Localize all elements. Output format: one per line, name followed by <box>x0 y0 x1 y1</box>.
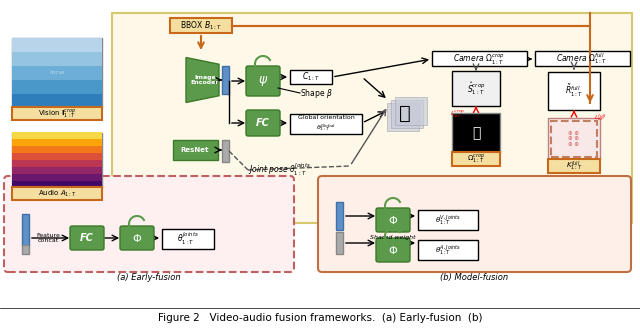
Text: 🐴: 🐴 <box>399 104 411 122</box>
Bar <box>12 66 102 80</box>
Bar <box>12 80 102 94</box>
Bar <box>12 146 102 153</box>
Bar <box>222 140 229 162</box>
FancyBboxPatch shape <box>4 176 294 272</box>
Bar <box>290 70 332 84</box>
Text: $\Phi$: $\Phi$ <box>388 214 398 226</box>
Text: Image
Encoder: Image Encoder <box>191 74 220 85</box>
Text: $\theta^{A,Joints}_{1:T}$: $\theta^{A,Joints}_{1:T}$ <box>435 243 461 256</box>
Text: Global orientation
$\theta^{Global}_{1:T}$: Global orientation $\theta^{Global}_{1:T… <box>298 115 355 133</box>
Bar <box>12 94 102 108</box>
FancyBboxPatch shape <box>120 226 154 250</box>
Bar <box>173 140 218 160</box>
Bar <box>452 71 500 106</box>
Text: horse: horse <box>49 71 65 75</box>
Text: 🐎: 🐎 <box>472 126 480 140</box>
Bar <box>551 121 597 157</box>
Bar <box>432 51 527 66</box>
Text: $\Phi$: $\Phi$ <box>388 244 398 256</box>
Text: (b) Model-fusion: (b) Model-fusion <box>440 273 509 282</box>
Bar <box>391 100 423 128</box>
Bar <box>535 51 630 66</box>
Text: Shared weight: Shared weight <box>370 236 416 240</box>
Bar <box>12 133 102 188</box>
FancyBboxPatch shape <box>318 176 631 272</box>
Text: $K^{full}_{1:T}$: $K^{full}_{1:T}$ <box>566 159 582 173</box>
FancyBboxPatch shape <box>246 66 280 96</box>
Text: Vision $\mathbf{I}^{crop}_{1:T}$: Vision $\mathbf{I}^{crop}_{1:T}$ <box>38 108 76 120</box>
Bar <box>12 139 102 146</box>
Text: Camera $\Omega^{crop}_{1:T}$: Camera $\Omega^{crop}_{1:T}$ <box>453 51 505 67</box>
Bar <box>12 132 102 139</box>
Bar <box>12 167 102 174</box>
FancyBboxPatch shape <box>376 208 410 232</box>
Text: Figure 2   Video-audio fusion frameworks.  (a) Early-fusion  (b): Figure 2 Video-audio fusion frameworks. … <box>157 313 483 323</box>
Bar <box>336 232 343 254</box>
Bar <box>387 103 419 131</box>
FancyBboxPatch shape <box>70 226 104 250</box>
FancyBboxPatch shape <box>246 110 280 136</box>
Bar <box>112 13 632 223</box>
Bar <box>12 38 102 108</box>
Text: $\psi$: $\psi$ <box>258 74 268 88</box>
Bar <box>222 66 229 94</box>
Bar <box>548 118 600 160</box>
Bar <box>418 210 478 230</box>
Bar <box>12 160 102 167</box>
Text: ⊕ ⊕
⊕ ⊕
⊕ ⊕: ⊕ ⊕ ⊕ ⊕ ⊕ ⊕ <box>568 131 579 147</box>
Bar <box>22 245 29 254</box>
Text: BBOX $B_{1:T}$: BBOX $B_{1:T}$ <box>180 20 222 32</box>
Text: $\theta^{V,Joints}_{1:T}$: $\theta^{V,Joints}_{1:T}$ <box>435 214 461 227</box>
Bar <box>290 114 362 134</box>
Bar <box>548 159 600 173</box>
Bar <box>395 97 427 125</box>
Text: Audio $A_{1:T}$: Audio $A_{1:T}$ <box>38 189 76 199</box>
Text: FC: FC <box>256 118 270 128</box>
Bar <box>12 38 102 108</box>
Text: $C_{1:T}$: $C_{1:T}$ <box>302 71 320 83</box>
Bar <box>12 38 102 52</box>
Bar <box>170 18 232 33</box>
Bar <box>12 153 102 160</box>
Bar <box>12 174 102 181</box>
Bar <box>22 214 29 246</box>
Bar <box>452 152 500 166</box>
Bar <box>12 107 102 120</box>
Text: $\tilde{R}^{full}_{1:T}$: $\tilde{R}^{full}_{1:T}$ <box>565 83 583 99</box>
Text: Shape $\beta$: Shape $\beta$ <box>300 87 333 99</box>
Bar <box>418 240 478 260</box>
Bar <box>452 113 500 153</box>
Text: $\Omega^{crop}_{1:T}$: $\Omega^{crop}_{1:T}$ <box>467 153 485 165</box>
Text: Joint pose $\theta^{Joints}_{1:T}$: Joint pose $\theta^{Joints}_{1:T}$ <box>248 162 311 178</box>
Text: Camera $\Omega^{full}_{1:T}$: Camera $\Omega^{full}_{1:T}$ <box>556 51 607 67</box>
Text: $L^{full}_{KP}$: $L^{full}_{KP}$ <box>594 113 606 123</box>
Text: $L^{crop}_{src}$: $L^{crop}_{src}$ <box>451 109 466 119</box>
FancyBboxPatch shape <box>376 238 410 262</box>
Text: FC: FC <box>80 233 94 243</box>
Text: $\Phi$: $\Phi$ <box>132 232 142 244</box>
Polygon shape <box>186 57 219 102</box>
Text: Feature
concat: Feature concat <box>36 233 60 243</box>
Bar <box>12 187 102 200</box>
Text: $\hat{S}^{crop}_{1:T}$: $\hat{S}^{crop}_{1:T}$ <box>467 80 485 97</box>
Bar <box>548 72 600 110</box>
Bar <box>12 52 102 66</box>
Text: $\theta^{Joints}_{1:T}$: $\theta^{Joints}_{1:T}$ <box>177 231 199 247</box>
Bar <box>336 202 343 230</box>
Text: ResNet: ResNet <box>180 147 209 153</box>
Bar <box>12 181 102 188</box>
Bar <box>162 229 214 249</box>
Text: (a) Early-fusion: (a) Early-fusion <box>117 273 181 282</box>
